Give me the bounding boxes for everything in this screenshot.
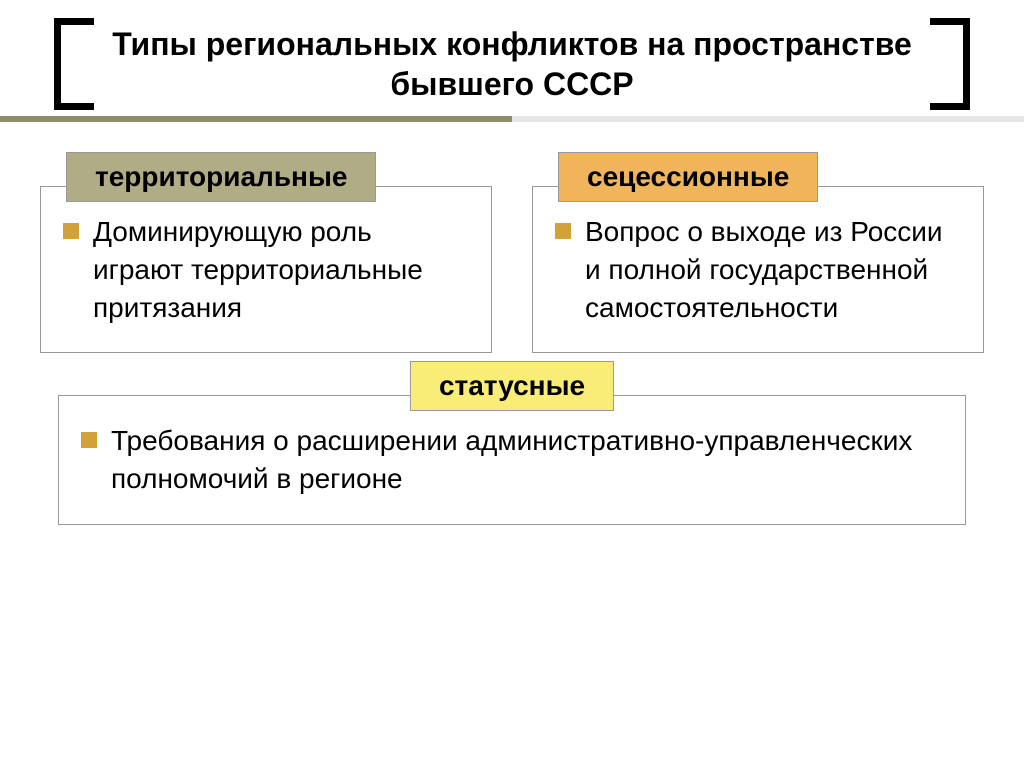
card-territorial: территориальные Доминирующую роль играют… <box>40 186 492 353</box>
card-text: Доминирующую роль играют территориальные… <box>93 213 465 326</box>
bullet-icon <box>81 432 97 448</box>
content-area: территориальные Доминирующую роль играют… <box>0 122 1024 525</box>
bracket-right <box>930 18 970 110</box>
tag-status: статусные <box>410 361 614 411</box>
tag-secession: сецессионные <box>558 152 818 202</box>
bullet-icon <box>63 223 79 239</box>
page-title: Типы региональных конфликтов на простран… <box>60 24 964 104</box>
bullet-icon <box>555 223 571 239</box>
card-text: Вопрос о выходе из России и полной госуд… <box>585 213 957 326</box>
top-row: территориальные Доминирующую роль играют… <box>40 152 984 353</box>
list-item: Требования о расширении административно-… <box>81 422 939 498</box>
bracket-left <box>54 18 94 110</box>
title-bar: Типы региональных конфликтов на простран… <box>0 0 1024 122</box>
card-secession: сецессионные Вопрос о выходе из России и… <box>532 186 984 353</box>
tag-territorial: территориальные <box>66 152 376 202</box>
card-body-secession: Вопрос о выходе из России и полной госуд… <box>532 186 984 353</box>
list-item: Вопрос о выходе из России и полной госуд… <box>555 213 957 326</box>
list-item: Доминирующую роль играют территориальные… <box>63 213 465 326</box>
card-body-status: Требования о расширении административно-… <box>58 395 966 525</box>
card-text: Требования о расширении административно-… <box>111 422 939 498</box>
card-status: статусные Требования о расширении админи… <box>58 395 966 525</box>
card-body-territorial: Доминирующую роль играют территориальные… <box>40 186 492 353</box>
